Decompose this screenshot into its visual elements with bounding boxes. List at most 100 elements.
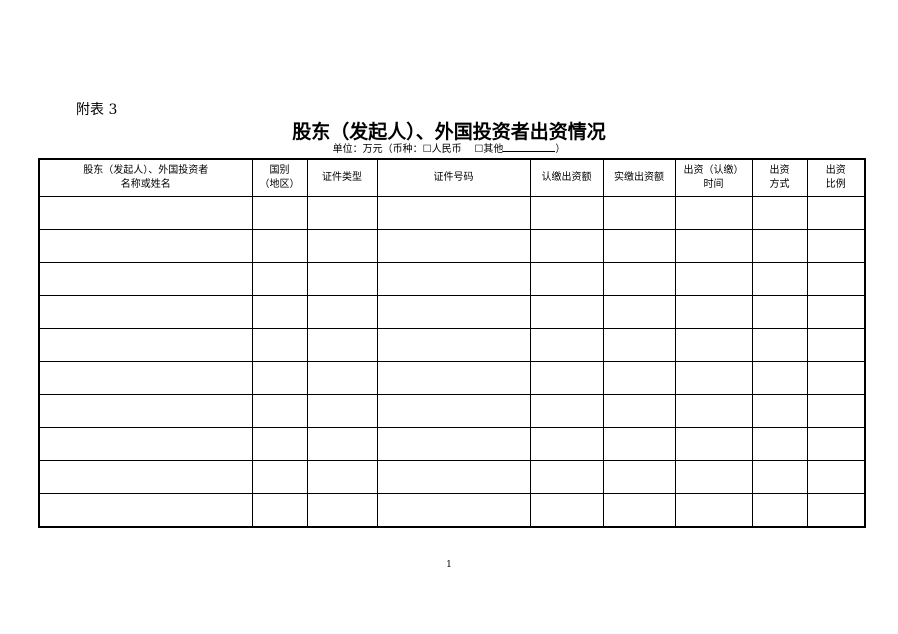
table-cell[interactable] xyxy=(806,460,866,494)
table-cell[interactable] xyxy=(376,427,531,461)
table-cell[interactable] xyxy=(674,394,753,428)
checkbox-other[interactable]: ☐ xyxy=(474,144,484,155)
table-cell[interactable] xyxy=(376,460,531,494)
checkbox-rmb[interactable]: ☐ xyxy=(422,144,432,155)
table-cell[interactable] xyxy=(376,328,531,362)
table-cell[interactable] xyxy=(376,394,531,428)
table-cell[interactable] xyxy=(306,262,378,296)
table-cell[interactable] xyxy=(251,361,308,395)
table-cell[interactable] xyxy=(751,394,808,428)
table-cell[interactable] xyxy=(38,328,253,362)
table-cell[interactable] xyxy=(376,295,531,329)
table-cell[interactable] xyxy=(529,493,604,528)
table-cell[interactable] xyxy=(806,427,866,461)
table-cell[interactable] xyxy=(306,328,378,362)
table-cell[interactable] xyxy=(251,493,308,528)
table-cell[interactable] xyxy=(306,460,378,494)
table-cell[interactable] xyxy=(306,493,378,528)
table-cell[interactable] xyxy=(751,262,808,296)
table-cell[interactable] xyxy=(602,427,676,461)
table-cell[interactable] xyxy=(602,493,676,528)
table-cell[interactable] xyxy=(529,328,604,362)
table-cell[interactable] xyxy=(602,295,676,329)
column-header: 证件类型 xyxy=(306,158,378,197)
table-cell[interactable] xyxy=(376,229,531,263)
other-currency-blank[interactable] xyxy=(503,142,556,152)
table-cell[interactable] xyxy=(251,229,308,263)
table-cell[interactable] xyxy=(806,493,866,528)
table-cell[interactable] xyxy=(251,196,308,230)
table-cell[interactable] xyxy=(674,295,753,329)
table-cell[interactable] xyxy=(806,229,866,263)
table-cell[interactable] xyxy=(376,493,531,528)
table-cell[interactable] xyxy=(251,328,308,362)
table-cell[interactable] xyxy=(376,196,531,230)
table-cell[interactable] xyxy=(251,262,308,296)
table-cell[interactable] xyxy=(306,196,378,230)
table-cell[interactable] xyxy=(674,361,753,395)
table-cell[interactable] xyxy=(806,196,866,230)
table-cell[interactable] xyxy=(251,394,308,428)
table-cell[interactable] xyxy=(251,460,308,494)
column-header-line: 时间 xyxy=(703,179,724,190)
table-cell[interactable] xyxy=(602,196,676,230)
table-cell[interactable] xyxy=(529,361,604,395)
table-cell[interactable] xyxy=(602,394,676,428)
table-cell[interactable] xyxy=(674,427,753,461)
table-row xyxy=(38,427,866,461)
table-cell[interactable] xyxy=(674,262,753,296)
table-cell[interactable] xyxy=(751,229,808,263)
table-cell[interactable] xyxy=(529,295,604,329)
table-cell[interactable] xyxy=(529,229,604,263)
table-cell[interactable] xyxy=(806,394,866,428)
table-cell[interactable] xyxy=(38,295,253,329)
table-cell[interactable] xyxy=(529,262,604,296)
table-cell[interactable] xyxy=(38,361,253,395)
table-cell[interactable] xyxy=(529,427,604,461)
table-cell[interactable] xyxy=(751,361,808,395)
table-row xyxy=(38,460,866,494)
table-cell[interactable] xyxy=(306,427,378,461)
table-cell[interactable] xyxy=(751,328,808,362)
table-cell[interactable] xyxy=(251,295,308,329)
table-cell[interactable] xyxy=(602,361,676,395)
table-cell[interactable] xyxy=(38,460,253,494)
table-cell[interactable] xyxy=(529,394,604,428)
table-cell[interactable] xyxy=(38,229,253,263)
table-cell[interactable] xyxy=(306,229,378,263)
table-cell[interactable] xyxy=(674,229,753,263)
table-cell[interactable] xyxy=(38,196,253,230)
table-cell[interactable] xyxy=(38,493,253,528)
table-cell[interactable] xyxy=(602,328,676,362)
table-cell[interactable] xyxy=(806,328,866,362)
table-cell[interactable] xyxy=(306,361,378,395)
table-cell[interactable] xyxy=(751,493,808,528)
table-cell[interactable] xyxy=(806,295,866,329)
table-cell[interactable] xyxy=(376,361,531,395)
table-cell[interactable] xyxy=(751,460,808,494)
column-header: 认缴出资额 xyxy=(529,158,604,197)
table-row xyxy=(38,196,866,230)
table-cell[interactable] xyxy=(674,460,753,494)
table-cell[interactable] xyxy=(806,361,866,395)
table-cell[interactable] xyxy=(306,295,378,329)
table-cell[interactable] xyxy=(674,328,753,362)
table-cell[interactable] xyxy=(751,427,808,461)
table-cell[interactable] xyxy=(38,394,253,428)
table-cell[interactable] xyxy=(306,394,378,428)
table-cell[interactable] xyxy=(751,295,808,329)
table-cell[interactable] xyxy=(674,493,753,528)
table-cell[interactable] xyxy=(751,196,808,230)
table-cell[interactable] xyxy=(602,460,676,494)
table-cell[interactable] xyxy=(602,229,676,263)
table-cell[interactable] xyxy=(251,427,308,461)
table-cell[interactable] xyxy=(38,262,253,296)
table-cell[interactable] xyxy=(674,196,753,230)
table-cell[interactable] xyxy=(602,262,676,296)
table-cell[interactable] xyxy=(806,262,866,296)
table-cell[interactable] xyxy=(376,262,531,296)
table-cell[interactable] xyxy=(529,460,604,494)
table-cell[interactable] xyxy=(529,196,604,230)
table-cell[interactable] xyxy=(38,427,253,461)
column-header: 证件号码 xyxy=(376,158,531,197)
